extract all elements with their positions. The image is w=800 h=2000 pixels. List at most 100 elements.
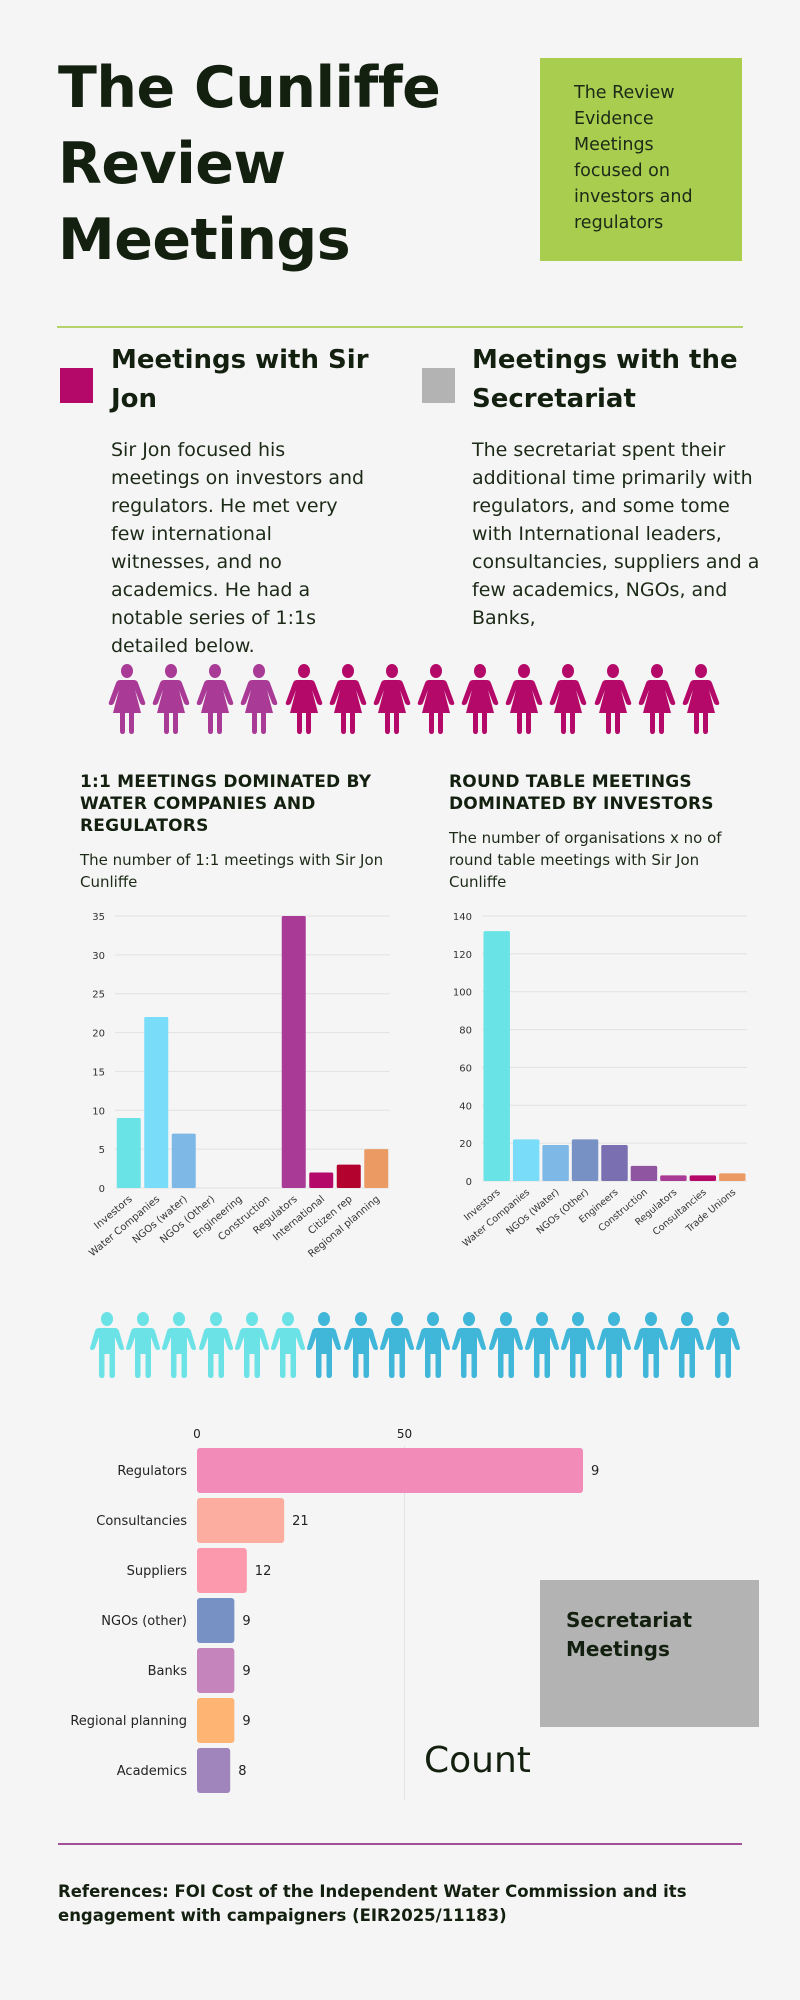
y-tick-label: 15 (92, 1067, 105, 1078)
bar (197, 1748, 231, 1793)
y-tick-label: 0 (466, 1177, 472, 1188)
divider-green (57, 326, 743, 328)
male-person-icon (633, 1312, 668, 1378)
count-axis-label: Count (424, 1740, 531, 1781)
page-title: The Cunliffe Review Meetings (58, 55, 441, 273)
secretariat-meetings-chart: 0 50 Regulators 93 Consultancies 21 Suppliers 1… (70, 1427, 600, 1800)
y-tick-label: 100 (453, 988, 472, 999)
x-tick-label: 0 (193, 1427, 201, 1441)
male-person-icon (162, 1312, 197, 1378)
bar (364, 1149, 389, 1188)
female-person-icon (240, 664, 278, 734)
bar (660, 1175, 687, 1181)
bar (197, 1448, 583, 1493)
bar (197, 1498, 285, 1543)
male-person-icon (90, 1312, 124, 1378)
y-tick-label: NGOs (other) (101, 1614, 187, 1629)
data-label: 93 (591, 1464, 600, 1479)
female-person-icon (682, 664, 720, 734)
male-person-icon (416, 1312, 451, 1378)
bar (197, 1648, 235, 1693)
intro-callout: The Review Evidence Meetings focused on … (540, 58, 742, 261)
chart1-subtitle: The number of 1:1 meetings with Sir Jon … (80, 851, 384, 891)
male-person-icon (705, 1312, 740, 1378)
secretariat-meetings-label: Secretariat Meetings (566, 1608, 693, 1661)
female-person-icon (285, 664, 323, 734)
female-person-icon (108, 664, 146, 734)
male-pictogram-row (90, 1312, 740, 1382)
y-tick-label: 5 (99, 1145, 105, 1156)
female-person-icon (373, 664, 411, 734)
male-person-icon (343, 1312, 378, 1378)
male-person-icon (561, 1312, 596, 1378)
y-tick-label: 10 (92, 1106, 105, 1117)
y-tick-label: 120 (453, 950, 472, 961)
secretariat-heading: Meetings with the Secretariat (472, 345, 738, 414)
male-person-icon (488, 1312, 523, 1378)
sir-jon-heading: Meetings with Sir Jon (111, 345, 369, 414)
y-tick-label: 30 (92, 951, 105, 962)
male-person-icon (126, 1312, 161, 1378)
y-tick-label: 40 (459, 1101, 472, 1112)
bar (197, 1698, 235, 1743)
female-person-icon (461, 664, 499, 734)
bar (571, 1139, 599, 1181)
bar (197, 1548, 247, 1593)
female-person-icon (196, 664, 234, 734)
chart2-title: ROUND TABLE MEETINGS DOMINATED BY INVEST… (449, 772, 714, 814)
bar (281, 916, 306, 1188)
y-tick-label: 60 (459, 1063, 472, 1074)
male-person-icon (234, 1312, 269, 1378)
bar (309, 1172, 334, 1188)
y-tick-label: 80 (459, 1026, 472, 1037)
y-tick-label: Regional planning (70, 1714, 187, 1729)
bar (630, 1165, 658, 1181)
female-person-icon (152, 664, 190, 734)
secretariat-meetings-label-box: Secretariat Meetings (540, 1580, 759, 1727)
bar (171, 1133, 196, 1188)
secretariat-description: The secretariat spent their additional t… (472, 439, 760, 629)
y-tick-label: 20 (459, 1139, 472, 1150)
y-tick-label: Academics (117, 1764, 187, 1779)
female-person-icon (505, 664, 543, 734)
male-person-icon (597, 1312, 632, 1378)
y-tick-label: 0 (99, 1184, 105, 1195)
bar (116, 1118, 141, 1188)
references: References: FOI Cost of the Independent … (58, 1882, 687, 1925)
y-tick-label: Banks (148, 1664, 188, 1679)
chart2-subtitle: The number of organisations x no of roun… (449, 829, 722, 891)
bar (512, 1139, 540, 1181)
bar (542, 1145, 569, 1181)
data-label: 9 (242, 1664, 250, 1679)
female-pictogram-row (108, 664, 720, 734)
y-tick-label: Consultancies (96, 1514, 187, 1529)
data-label: 12 (255, 1564, 272, 1579)
divider-purple (58, 1843, 742, 1845)
male-person-icon (669, 1312, 704, 1378)
bar (601, 1145, 628, 1181)
y-tick-label: 25 (92, 990, 105, 1001)
bar (689, 1175, 717, 1181)
bar (144, 1017, 169, 1188)
female-person-icon (594, 664, 632, 734)
female-person-icon (417, 664, 455, 734)
bar (197, 1598, 235, 1643)
data-label: 8 (238, 1764, 246, 1779)
y-tick-label: 140 (453, 912, 472, 923)
bar (336, 1164, 361, 1188)
x-tick-label: 50 (397, 1427, 412, 1441)
bar (719, 1173, 746, 1181)
intro-callout-text: The Review Evidence Meetings focused on … (574, 83, 693, 233)
data-label: 9 (242, 1714, 250, 1729)
male-person-icon (307, 1312, 342, 1378)
y-tick-label: Regulators (117, 1464, 187, 1479)
male-person-icon (379, 1312, 414, 1378)
data-label: 9 (242, 1614, 250, 1629)
male-person-icon (198, 1312, 233, 1378)
male-person-icon (524, 1312, 559, 1378)
sir-jon-legend-swatch (60, 368, 93, 403)
sir-jon-description: Sir Jon focused his meetings on investor… (111, 439, 365, 657)
secretariat-legend-swatch (422, 368, 455, 403)
